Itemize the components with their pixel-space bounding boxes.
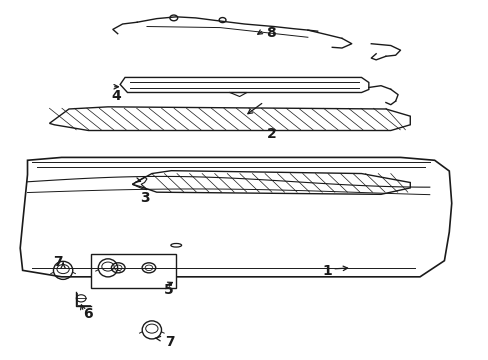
Text: 8: 8 <box>266 26 276 40</box>
Text: 2: 2 <box>266 127 276 141</box>
Text: 3: 3 <box>140 191 149 205</box>
Text: 7: 7 <box>165 335 175 349</box>
Text: 7: 7 <box>53 256 63 270</box>
Text: 6: 6 <box>82 307 92 321</box>
Text: 5: 5 <box>163 283 173 297</box>
Text: 1: 1 <box>322 265 331 278</box>
Text: 4: 4 <box>112 89 122 103</box>
Bar <box>91 253 176 288</box>
